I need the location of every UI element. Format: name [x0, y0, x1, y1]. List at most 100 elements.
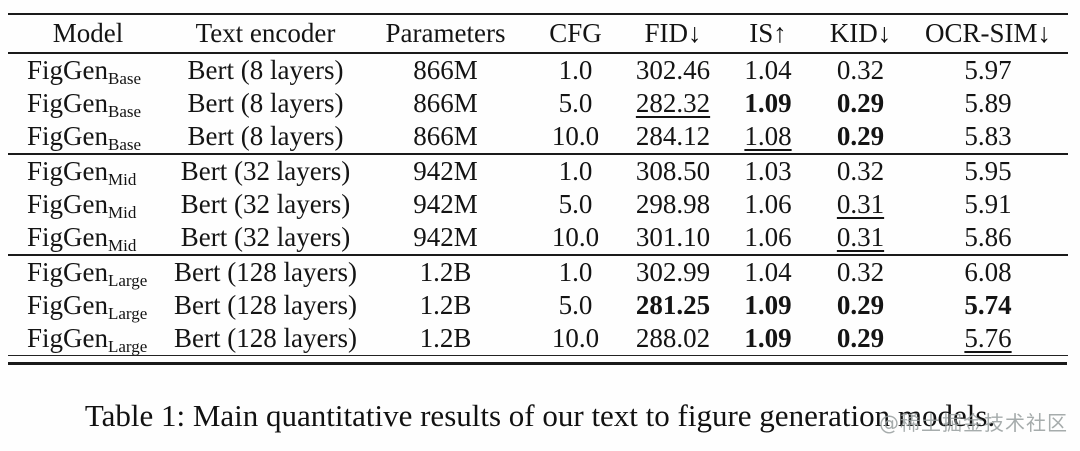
kid-cell: 0.31	[836, 222, 885, 252]
kid-cell: 0.29	[836, 290, 885, 320]
encoder-cell: Bert (128 layers)	[174, 290, 357, 320]
ocr-cell: 6.08	[964, 257, 1012, 287]
table-row: FigGenMid Bert (32 layers) 942M 5.0 298.…	[8, 188, 1068, 221]
table-row: FigGenLarge Bert (128 layers) 1.2B 10.0 …	[8, 322, 1068, 356]
model-cell: FigGenLarge	[8, 255, 168, 289]
ocr-cell: 5.74	[964, 290, 1012, 320]
is-cell: 1.03	[744, 156, 792, 186]
header-cfg: CFG	[528, 13, 623, 54]
block-figgen-base: FigGenBase Bert (8 layers) 866M 1.0 302.…	[8, 53, 1068, 154]
kid-cell: 0.32	[836, 156, 885, 186]
ocr-cell: 5.76	[964, 323, 1012, 353]
ocr-cell: 5.89	[964, 88, 1012, 118]
ocr-cell: 5.91	[964, 189, 1012, 219]
is-cell: 1.08	[744, 121, 792, 151]
cfg-cell: 10.0	[551, 323, 600, 353]
fid-cell: 302.99	[635, 257, 711, 287]
table-row: FigGenBase Bert (8 layers) 866M 10.0 284…	[8, 120, 1068, 154]
params-cell: 1.2B	[419, 257, 472, 287]
params-cell: 866M	[413, 88, 478, 118]
fid-cell: 302.46	[635, 55, 711, 85]
model-name: FigGen	[27, 323, 108, 353]
is-cell: 1.06	[744, 189, 792, 219]
kid-cell: 0.32	[836, 55, 885, 85]
is-cell: 1.04	[744, 257, 792, 287]
model-subscript: Mid	[108, 203, 137, 222]
table-caption: Table 1: Main quantitative results of ou…	[84, 398, 996, 433]
encoder-cell: Bert (128 layers)	[174, 323, 357, 353]
model-subscript: Mid	[108, 236, 137, 255]
encoder-cell: Bert (8 layers)	[187, 121, 344, 151]
model-subscript: Base	[108, 102, 142, 121]
fid-cell: 281.25	[635, 290, 711, 320]
params-cell: 866M	[413, 121, 478, 151]
block-figgen-large: FigGenLarge Bert (128 layers) 1.2B 1.0 3…	[8, 255, 1068, 356]
params-cell: 942M	[413, 189, 478, 219]
header-model: Model	[8, 13, 168, 54]
kid-cell: 0.29	[836, 121, 885, 151]
block-figgen-mid: FigGenMid Bert (32 layers) 942M 1.0 308.…	[8, 154, 1068, 255]
header-parameters: Parameters	[363, 13, 528, 54]
model-name: FigGen	[27, 121, 108, 151]
cfg-cell: 10.0	[551, 222, 600, 252]
header-kid: KID↓	[813, 13, 908, 54]
model-subscript: Base	[108, 69, 142, 88]
model-cell: FigGenMid	[8, 221, 168, 255]
kid-cell: 0.29	[836, 323, 885, 353]
model-name: FigGen	[27, 156, 108, 186]
params-cell: 942M	[413, 222, 478, 252]
fid-cell: 298.98	[635, 189, 711, 219]
encoder-cell: Bert (8 layers)	[187, 88, 344, 118]
header-fid: FID↓	[623, 13, 723, 54]
cfg-cell: 5.0	[558, 290, 593, 320]
model-subscript: Large	[108, 337, 148, 356]
model-cell: FigGenLarge	[8, 289, 168, 322]
is-cell: 1.04	[744, 55, 792, 85]
table-header-row: Model Text encoder Parameters CFG FID↓ I…	[8, 13, 1068, 54]
encoder-cell: Bert (32 layers)	[180, 156, 351, 186]
model-name: FigGen	[27, 290, 108, 320]
ocr-cell: 5.83	[964, 121, 1012, 151]
fid-cell: 284.12	[635, 121, 711, 151]
cfg-cell: 5.0	[558, 88, 593, 118]
header-ocr-sim: OCR-SIM↓	[908, 13, 1068, 54]
cfg-cell: 1.0	[558, 156, 593, 186]
results-table: Model Text encoder Parameters CFG FID↓ I…	[8, 13, 1068, 356]
table-row: FigGenBase Bert (8 layers) 866M 1.0 302.…	[8, 53, 1068, 87]
table-row: FigGenMid Bert (32 layers) 942M 1.0 308.…	[8, 154, 1068, 188]
model-cell: FigGenMid	[8, 188, 168, 221]
model-cell: FigGenBase	[8, 87, 168, 120]
kid-cell: 0.32	[836, 257, 885, 287]
params-cell: 866M	[413, 55, 478, 85]
model-subscript: Large	[108, 271, 148, 290]
model-subscript: Base	[108, 135, 142, 154]
model-name: FigGen	[27, 189, 108, 219]
kid-cell: 0.31	[836, 189, 885, 219]
model-name: FigGen	[27, 88, 108, 118]
model-name: FigGen	[27, 222, 108, 252]
table-row: FigGenBase Bert (8 layers) 866M 5.0 282.…	[8, 87, 1068, 120]
encoder-cell: Bert (32 layers)	[180, 222, 351, 252]
encoder-cell: Bert (32 layers)	[180, 189, 351, 219]
params-cell: 1.2B	[419, 290, 472, 320]
model-subscript: Large	[108, 304, 148, 323]
ocr-cell: 5.86	[964, 222, 1012, 252]
model-name: FigGen	[27, 55, 108, 85]
header-encoder: Text encoder	[168, 13, 363, 54]
cfg-cell: 1.0	[558, 257, 593, 287]
fid-cell: 308.50	[635, 156, 711, 186]
kid-cell: 0.29	[836, 88, 885, 118]
is-cell: 1.09	[744, 88, 792, 118]
model-cell: FigGenBase	[8, 53, 168, 87]
fid-cell: 288.02	[635, 323, 711, 353]
is-cell: 1.09	[744, 290, 792, 320]
table-row: FigGenLarge Bert (128 layers) 1.2B 5.0 2…	[8, 289, 1068, 322]
cfg-cell: 5.0	[558, 189, 593, 219]
encoder-cell: Bert (128 layers)	[174, 257, 357, 287]
fid-cell: 282.32	[635, 88, 711, 118]
is-cell: 1.06	[744, 222, 792, 252]
model-subscript: Mid	[108, 170, 137, 189]
params-cell: 1.2B	[419, 323, 472, 353]
model-cell: FigGenBase	[8, 120, 168, 154]
table-row: FigGenLarge Bert (128 layers) 1.2B 1.0 3…	[8, 255, 1068, 289]
